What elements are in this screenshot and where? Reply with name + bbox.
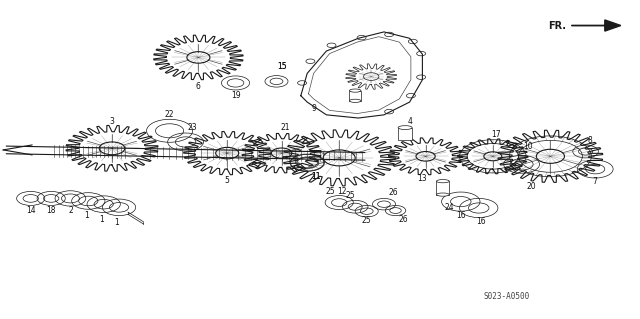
- Text: 11: 11: [311, 172, 320, 181]
- Text: 26: 26: [398, 215, 408, 224]
- Text: 25: 25: [346, 191, 356, 200]
- Text: 12: 12: [338, 187, 347, 196]
- Text: 7: 7: [593, 177, 598, 186]
- Text: 23: 23: [187, 123, 197, 132]
- Text: 18: 18: [47, 206, 56, 215]
- Text: 16: 16: [476, 217, 486, 226]
- Text: 14: 14: [26, 206, 36, 215]
- Text: 4: 4: [407, 117, 412, 126]
- Ellipse shape: [436, 193, 449, 196]
- Text: 16: 16: [456, 211, 466, 220]
- Text: 1: 1: [84, 211, 89, 220]
- Text: 15: 15: [276, 63, 287, 71]
- Bar: [398, 128, 412, 140]
- Text: 9: 9: [311, 104, 316, 113]
- Bar: [436, 181, 449, 195]
- Text: 26: 26: [388, 189, 399, 197]
- Ellipse shape: [349, 99, 361, 102]
- Bar: [349, 91, 361, 101]
- Text: 20: 20: [526, 182, 536, 191]
- Ellipse shape: [398, 126, 412, 130]
- Text: 24: 24: [444, 204, 454, 212]
- FancyArrow shape: [572, 20, 621, 31]
- Text: 1: 1: [114, 218, 119, 227]
- Text: 8: 8: [588, 137, 593, 145]
- Text: 25: 25: [325, 187, 335, 196]
- Text: 21: 21: [280, 123, 289, 132]
- Text: 19: 19: [230, 91, 241, 100]
- Text: 2: 2: [68, 206, 73, 215]
- Text: 22: 22: [165, 110, 174, 119]
- Text: 6: 6: [196, 82, 201, 91]
- Ellipse shape: [436, 180, 449, 183]
- Text: 15: 15: [276, 63, 287, 71]
- Text: 17: 17: [491, 130, 501, 139]
- Text: 3: 3: [109, 117, 115, 126]
- Ellipse shape: [349, 89, 361, 92]
- Text: 13: 13: [417, 174, 428, 183]
- Text: FR.: FR.: [548, 20, 566, 31]
- Text: 10: 10: [523, 142, 533, 151]
- Text: S023-A0500: S023-A0500: [483, 292, 529, 301]
- Text: 11: 11: [311, 172, 320, 181]
- Text: 1: 1: [99, 215, 104, 224]
- Text: 5: 5: [225, 176, 230, 185]
- Text: 25: 25: [362, 216, 372, 225]
